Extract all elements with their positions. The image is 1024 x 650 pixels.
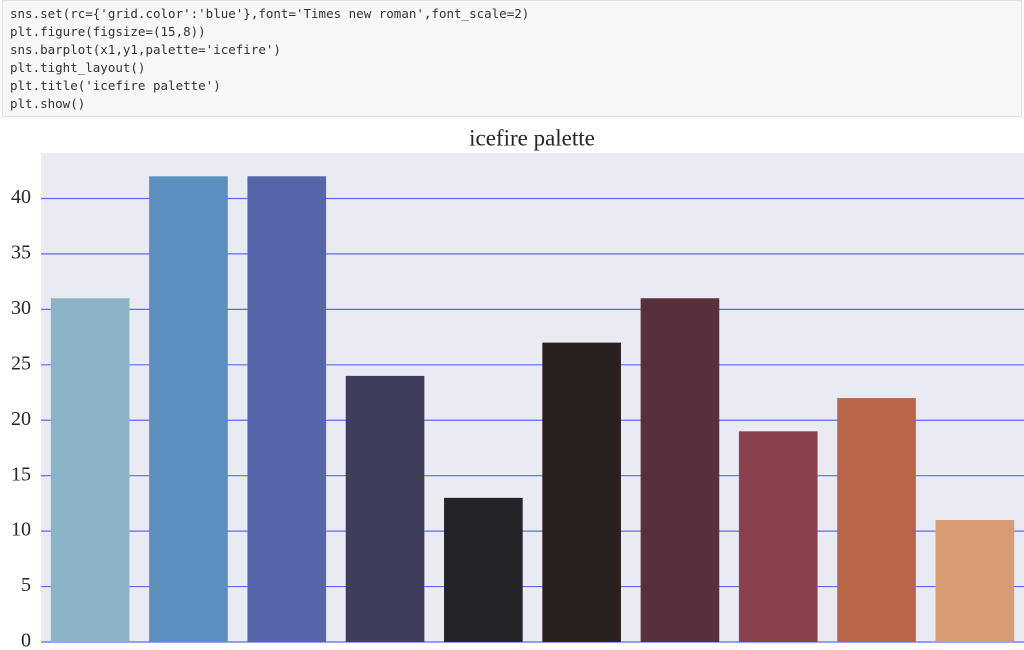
- bar: [935, 520, 1015, 642]
- code-line: plt.figure(figsize=(15,8)): [10, 24, 206, 39]
- y-tick-label: 40: [11, 186, 31, 208]
- y-tick-label: 5: [21, 574, 31, 596]
- code-cell: sns.set(rc={'grid.color':'blue'},font='T…: [2, 0, 1022, 117]
- bar: [149, 176, 228, 642]
- code-line: sns.barplot(x1,y1,palette='icefire'): [10, 42, 281, 57]
- chart: icefire palette 0 5 10 15 20 25 30 35 40: [11, 125, 1024, 650]
- bar: [837, 398, 916, 642]
- y-tick-label: 10: [11, 519, 31, 541]
- bar: [247, 176, 327, 642]
- code-line: plt.tight_layout(): [10, 60, 146, 75]
- y-tick-label: 20: [11, 408, 31, 430]
- bar: [345, 375, 425, 642]
- chart-title: icefire palette: [469, 125, 595, 150]
- bar: [542, 342, 621, 642]
- y-tick-label: 35: [11, 241, 31, 263]
- bar: [640, 298, 720, 642]
- y-tick-label: 30: [11, 297, 31, 319]
- bar: [444, 497, 523, 642]
- y-tick-label: 0: [21, 630, 31, 650]
- code-line: plt.title('icefire palette'): [10, 78, 221, 93]
- code-line: plt.show(): [10, 96, 86, 111]
- bar: [738, 431, 818, 642]
- y-tick-label: 25: [11, 352, 31, 374]
- y-tick-label: 15: [11, 463, 31, 485]
- bar: [50, 298, 130, 642]
- code-line: sns.set(rc={'grid.color':'blue'},font='T…: [10, 6, 530, 21]
